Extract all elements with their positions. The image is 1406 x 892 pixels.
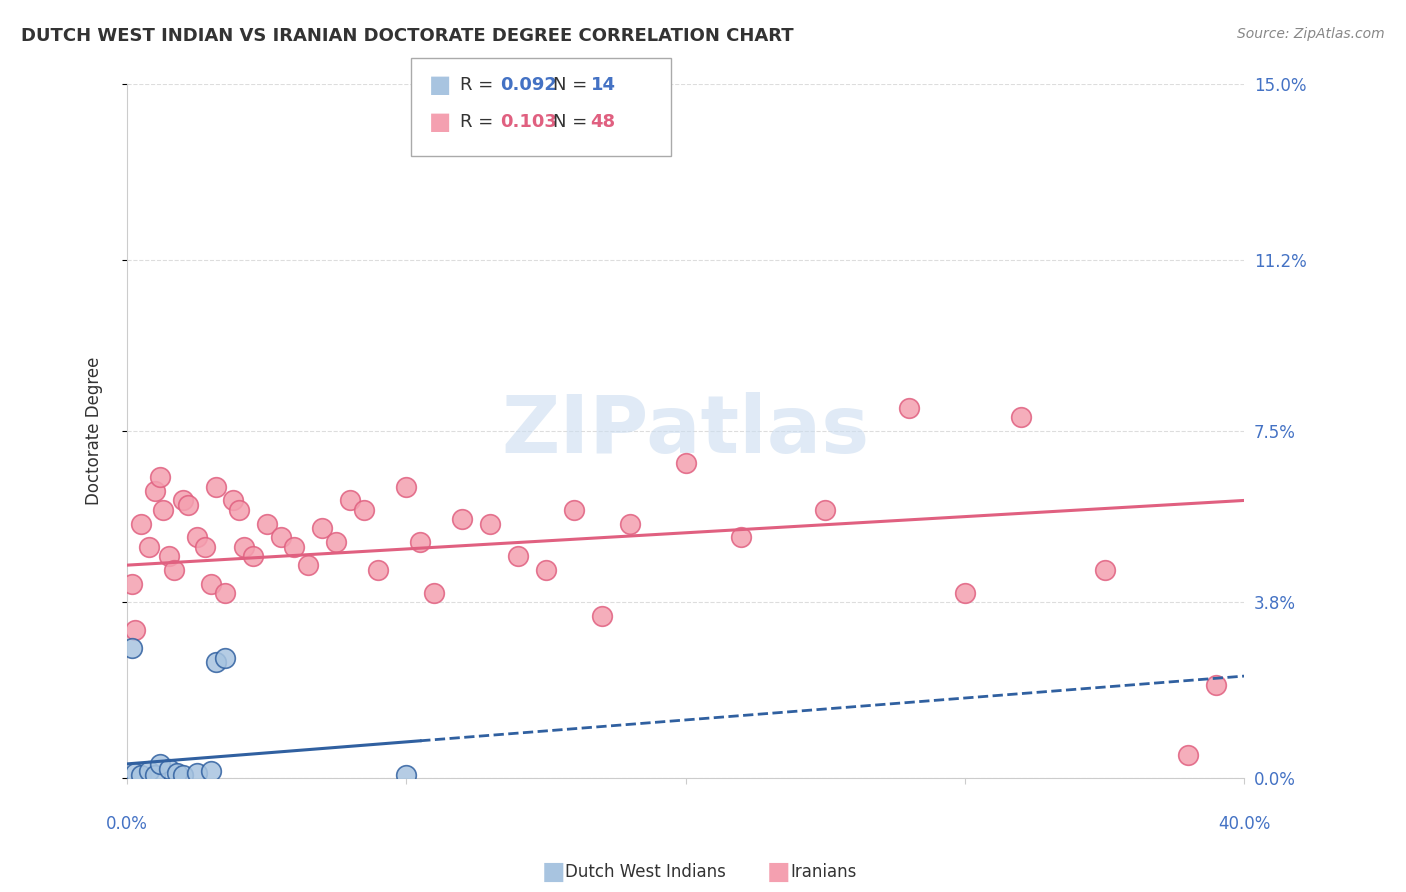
Point <box>297 558 319 573</box>
Point <box>194 540 217 554</box>
Point <box>395 768 418 782</box>
Point <box>256 516 278 531</box>
Point <box>619 516 641 531</box>
Text: ■: ■ <box>429 73 451 96</box>
Text: ■: ■ <box>429 111 451 134</box>
Point <box>143 768 166 782</box>
Point <box>233 540 256 554</box>
Text: ■: ■ <box>766 861 790 884</box>
Point <box>395 479 418 493</box>
Point <box>283 540 305 554</box>
Text: Iranians: Iranians <box>790 863 856 881</box>
Text: 0.092: 0.092 <box>501 76 557 94</box>
Text: 48: 48 <box>591 113 616 131</box>
Point <box>730 530 752 544</box>
Point <box>311 521 333 535</box>
Point <box>423 586 446 600</box>
Text: N =: N = <box>553 76 592 94</box>
Point <box>675 457 697 471</box>
Point <box>228 502 250 516</box>
Text: DUTCH WEST INDIAN VS IRANIAN DOCTORATE DEGREE CORRELATION CHART: DUTCH WEST INDIAN VS IRANIAN DOCTORATE D… <box>21 27 794 45</box>
Point <box>138 540 160 554</box>
Point <box>242 549 264 563</box>
Point <box>149 470 172 484</box>
Point <box>172 493 194 508</box>
Point <box>205 479 228 493</box>
Point <box>353 502 375 516</box>
Point <box>129 768 152 782</box>
Point <box>200 576 222 591</box>
Text: R =: R = <box>460 113 499 131</box>
Point <box>177 498 200 512</box>
Text: 0.0%: 0.0% <box>105 814 148 833</box>
Y-axis label: Doctorate Degree: Doctorate Degree <box>86 357 103 505</box>
Point <box>186 766 208 780</box>
Point <box>214 586 236 600</box>
Point <box>898 401 921 415</box>
Point <box>479 516 502 531</box>
Point <box>152 502 174 516</box>
Text: N =: N = <box>553 113 592 131</box>
Point <box>409 535 432 549</box>
Point <box>121 576 143 591</box>
Text: ZIPatlas: ZIPatlas <box>502 392 870 470</box>
Point <box>157 762 180 776</box>
Point <box>129 516 152 531</box>
Point <box>562 502 585 516</box>
Point <box>121 641 143 656</box>
Point <box>325 535 347 549</box>
Point <box>953 586 976 600</box>
Point <box>205 655 228 669</box>
Point <box>172 768 194 782</box>
Text: 0.103: 0.103 <box>501 113 557 131</box>
Text: 40.0%: 40.0% <box>1218 814 1271 833</box>
Point <box>270 530 292 544</box>
Point <box>222 493 245 508</box>
Point <box>1010 410 1032 425</box>
Point <box>506 549 529 563</box>
Point <box>339 493 361 508</box>
Text: Source: ZipAtlas.com: Source: ZipAtlas.com <box>1237 27 1385 41</box>
Text: Dutch West Indians: Dutch West Indians <box>565 863 725 881</box>
Point <box>367 563 389 577</box>
Point <box>166 766 188 780</box>
Point <box>138 764 160 778</box>
Point <box>149 756 172 771</box>
Point <box>1205 678 1227 692</box>
Point <box>163 563 186 577</box>
Text: R =: R = <box>460 76 499 94</box>
Point <box>124 623 146 637</box>
Point <box>451 512 474 526</box>
Point <box>591 609 613 624</box>
Point <box>534 563 557 577</box>
Point <box>186 530 208 544</box>
Point <box>814 502 837 516</box>
Point <box>1177 747 1199 762</box>
Point <box>1094 563 1116 577</box>
Text: ■: ■ <box>541 861 565 884</box>
Text: 14: 14 <box>591 76 616 94</box>
Point <box>157 549 180 563</box>
Point <box>214 650 236 665</box>
Point <box>124 766 146 780</box>
Point <box>143 484 166 499</box>
Point <box>200 764 222 778</box>
